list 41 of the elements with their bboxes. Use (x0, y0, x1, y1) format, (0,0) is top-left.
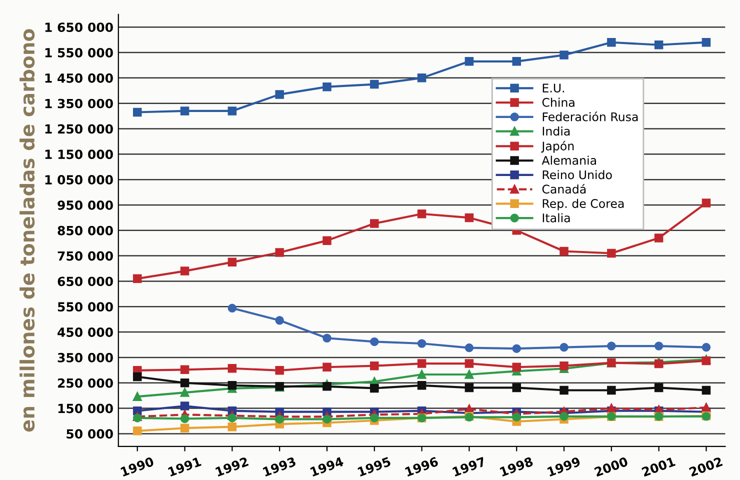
legend-label: Reino Unido (542, 170, 612, 180)
x-tick-label: 2001 (641, 456, 676, 477)
legend-label: Alemania (542, 156, 596, 165)
x-tick-label: 1996 (404, 456, 439, 477)
legend-label: India (542, 126, 570, 136)
y-tick-label: 750 000 (58, 251, 113, 261)
x-tick-label: 2000 (594, 456, 628, 477)
y-tick-label: 1 450 000 (45, 73, 113, 83)
y-tick-label: 1 250 000 (45, 124, 113, 134)
y-tick-label: 950 000 (58, 200, 113, 210)
y-axis-title: en millones de toneladas de carbono (20, 29, 35, 432)
x-tick-label: 1993 (262, 456, 296, 477)
legend-label: China (542, 98, 574, 107)
x-tick-label: 1994 (310, 456, 344, 477)
y-tick-label: 1 550 000 (45, 48, 113, 58)
y-tick-label: 150 000 (58, 404, 113, 414)
y-tick-label: 1 650 000 (45, 22, 113, 32)
legend-label: Federación Rusa (542, 112, 638, 122)
y-tick-label: 550 000 (58, 302, 113, 312)
x-tick-label: 1990 (120, 456, 154, 477)
legend-label: Canadá (542, 184, 586, 194)
x-tick-label: 1995 (357, 456, 392, 477)
x-tick-label: 1997 (452, 456, 486, 477)
x-tick-label: 2002 (688, 456, 723, 477)
y-tick-label: 50 000 (66, 429, 113, 439)
y-tick-label: 450 000 (58, 328, 113, 337)
legend-label: Italia (542, 213, 570, 222)
y-tick-label: 1 150 000 (45, 150, 113, 160)
y-tick-label: 350 000 (58, 352, 113, 362)
y-tick-label: 250 000 (58, 378, 113, 388)
y-tick-label: 1 350 000 (45, 98, 113, 108)
legend-label: E.U. (542, 84, 564, 92)
y-tick-label: 850 000 (58, 226, 113, 236)
y-tick-label: 650 000 (58, 276, 113, 286)
x-tick-label: 1999 (547, 456, 581, 477)
y-tick-label: 1 050 000 (45, 175, 113, 185)
legend-label: Japón (541, 140, 574, 153)
x-tick-label: 1998 (500, 456, 534, 477)
legend-label: Rep. de Corea (542, 198, 624, 210)
x-tick-label: 1991 (168, 456, 202, 477)
x-tick-label: 1992 (215, 456, 249, 477)
